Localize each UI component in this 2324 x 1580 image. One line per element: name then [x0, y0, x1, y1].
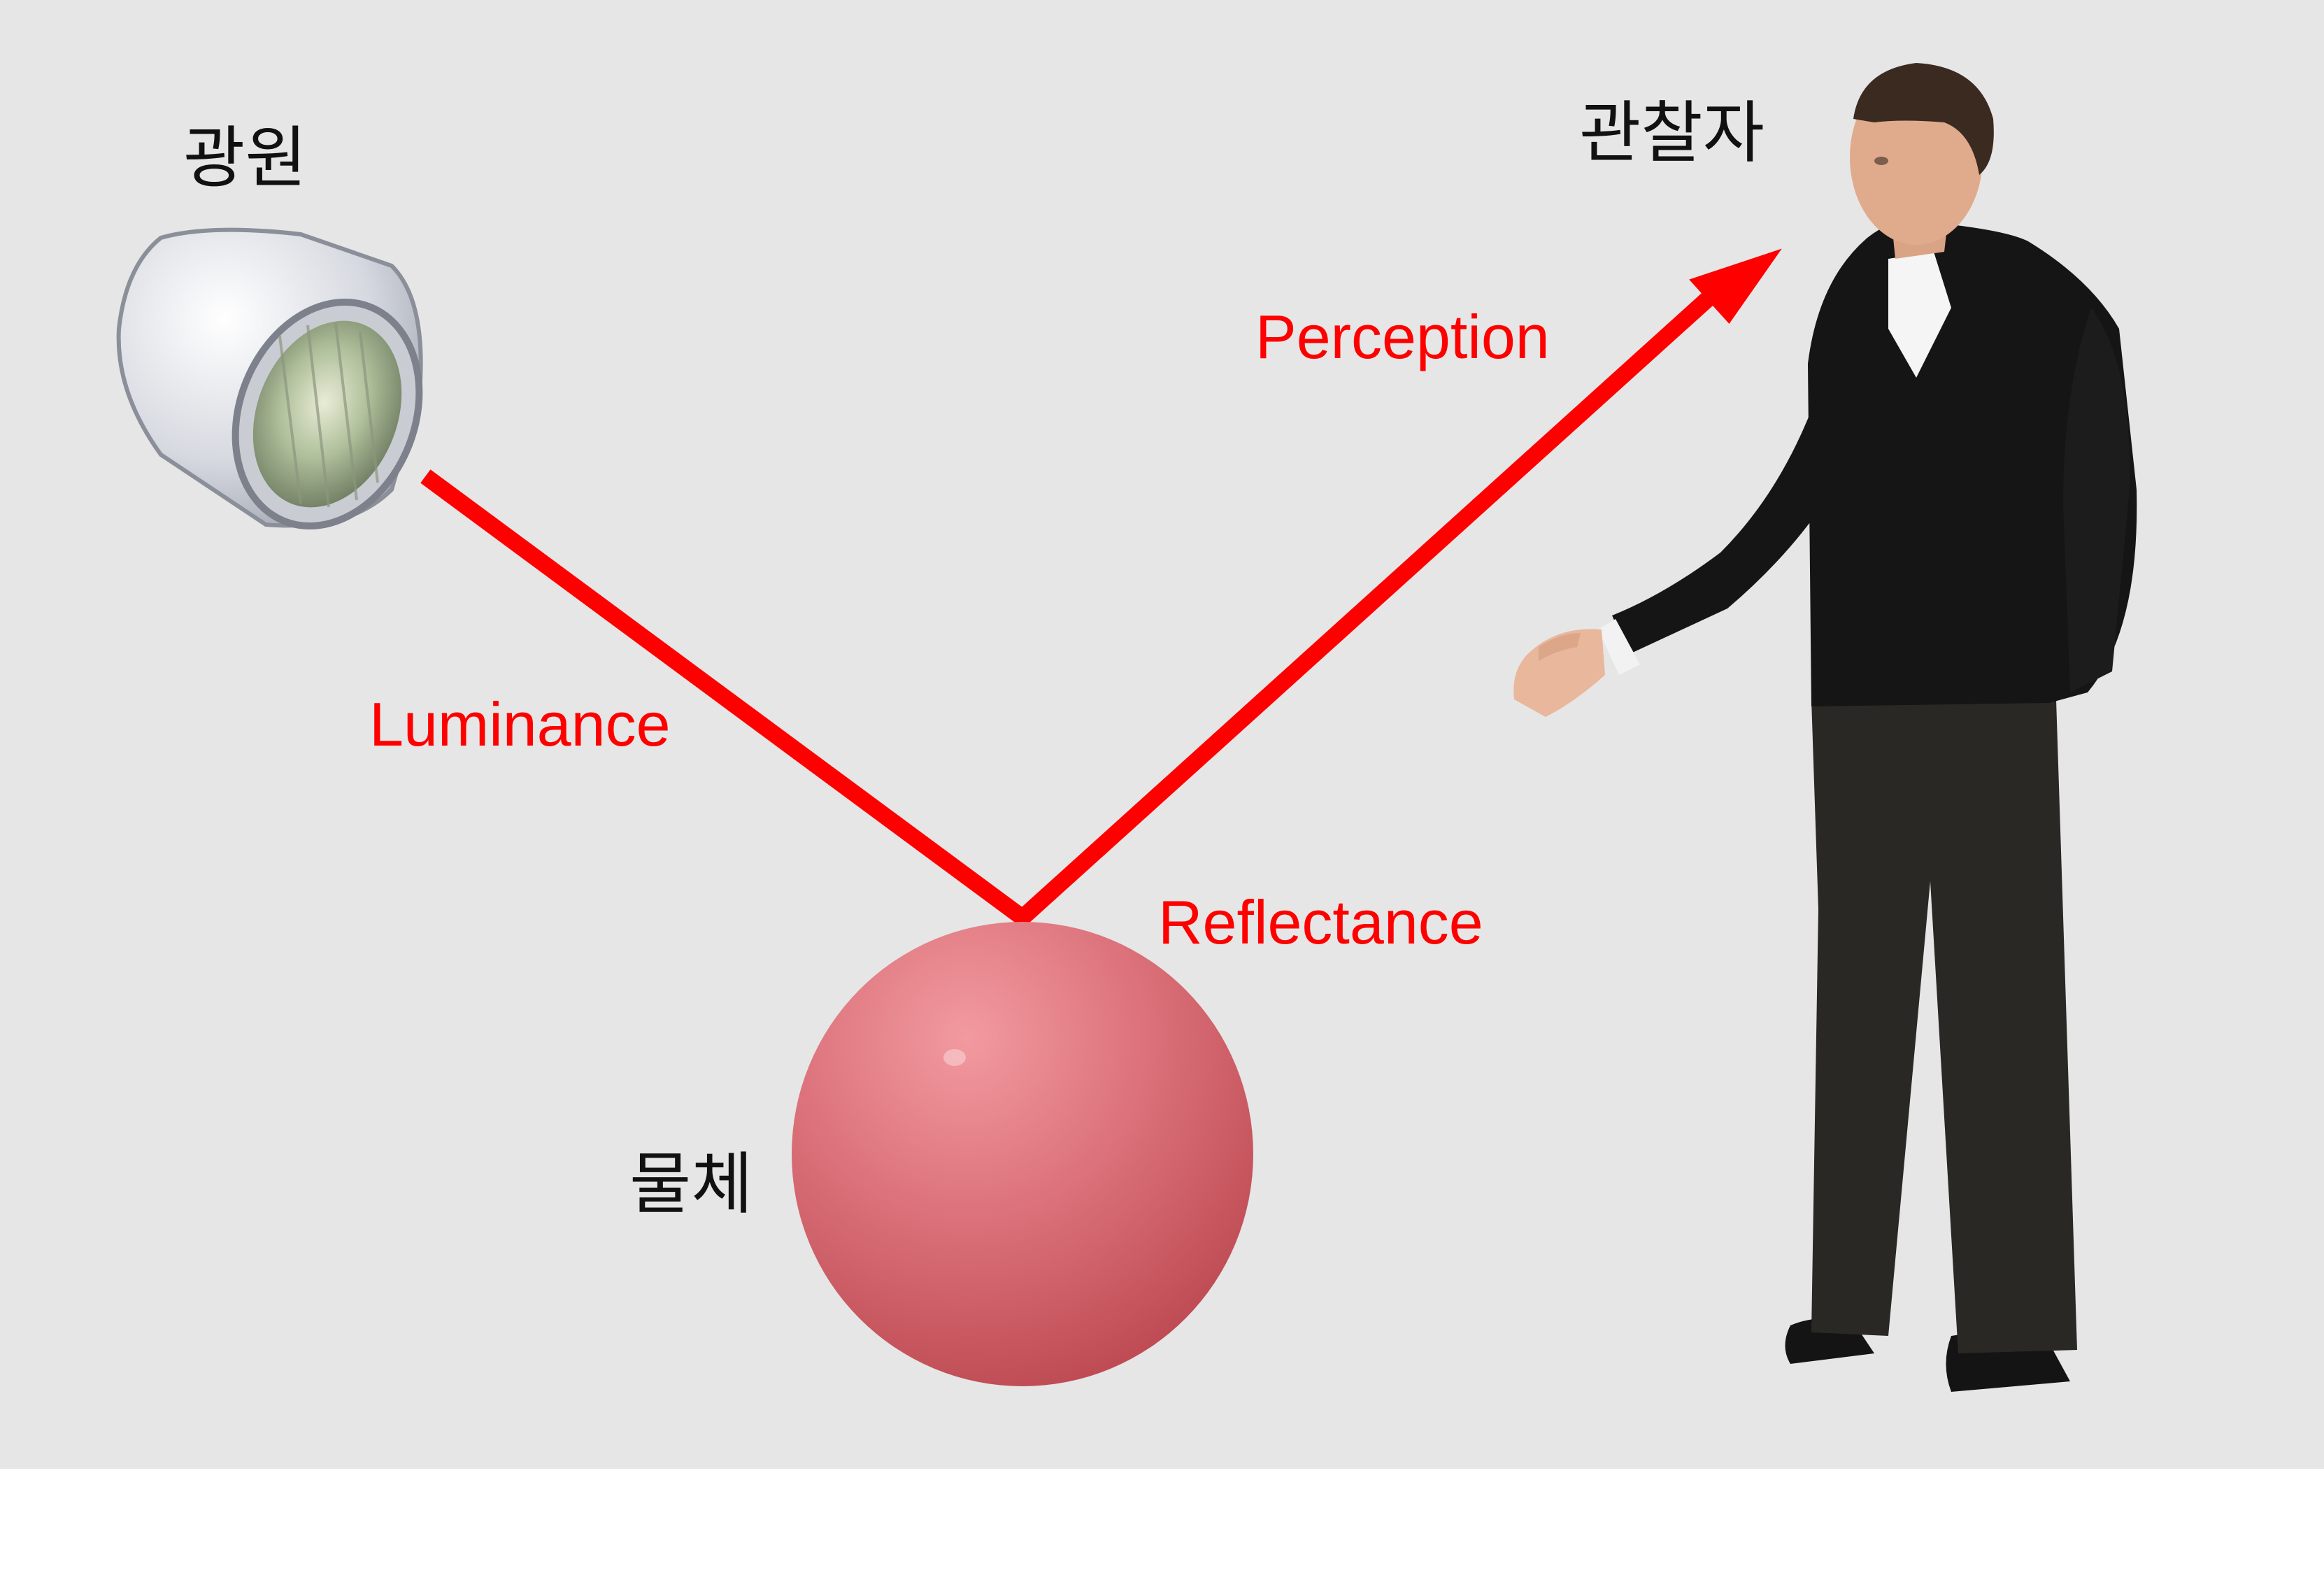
perception-label: Perception	[1255, 302, 1550, 371]
object-label: 물체	[629, 1145, 753, 1223]
perception-arrow	[1011, 248, 1782, 930]
luminance-ray	[420, 469, 1034, 930]
light-source-label: 광원	[183, 119, 307, 197]
sphere-icon	[792, 922, 1253, 1386]
reflectance-label: Reflectance	[1158, 888, 1483, 957]
observer-label: 관찰자	[1579, 94, 1765, 172]
luminance-label: Luminance	[369, 690, 671, 759]
person-icon	[1513, 63, 2137, 1392]
diagram-canvas	[116, 63, 2137, 1392]
headlamp-icon	[116, 227, 423, 529]
